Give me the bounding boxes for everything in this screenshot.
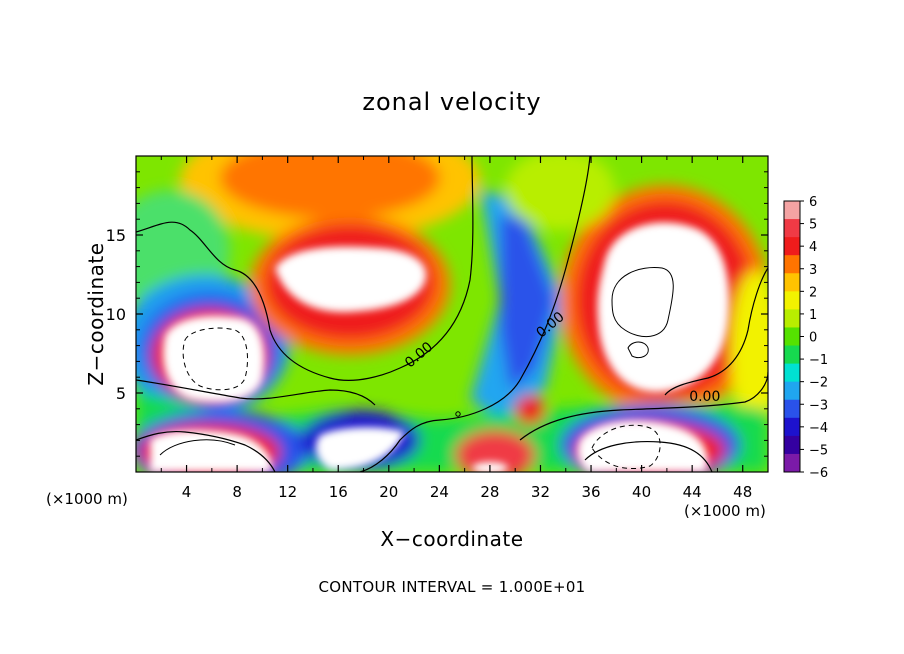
colorbar-swatch (784, 273, 800, 292)
colorbar-label: −3 (809, 398, 828, 413)
x-tick-label: 44 (683, 483, 702, 501)
x-tick-label: 12 (278, 483, 297, 501)
colorbar-swatch (784, 453, 800, 473)
x-unit-label-left: (×1000 m) (46, 490, 128, 508)
x-tick-label: 40 (632, 483, 651, 501)
colorbar-swatch (784, 237, 800, 256)
x-tick-label: 16 (329, 483, 348, 501)
y-axis-ticks: 5 10 15 (106, 171, 768, 457)
y-tick-label: 10 (106, 305, 126, 324)
y-axis-label: Z−coordinate (84, 242, 108, 386)
colorbar-swatch (784, 381, 800, 401)
colorbar-swatch (784, 345, 800, 365)
colorbar-swatch (784, 435, 800, 455)
x-tick-label: 8 (232, 483, 242, 501)
colorbar-label: 1 (809, 308, 817, 323)
colorbar-label: −4 (809, 421, 828, 436)
colorbar-swatch (784, 417, 800, 437)
colorbar-swatch (784, 219, 800, 238)
x-unit-label-right: (×1000 m) (684, 502, 766, 520)
x-tick-label: 28 (480, 483, 499, 501)
colorbar-label: 6 (809, 195, 817, 210)
colorbar: 6 5 4 3 2 1 0 −1 −2 −3 −4 −5 −6 (783, 195, 828, 481)
colorbar-label: 4 (809, 240, 817, 255)
colorbar-label: −5 (809, 443, 828, 458)
chart-title: zonal velocity (362, 88, 542, 116)
y-tick-label: 5 (116, 384, 126, 403)
velocity-field (136, 156, 768, 472)
contour-label: 0.00 (689, 389, 720, 405)
x-tick-label: 20 (379, 483, 398, 501)
x-tick-label: 36 (581, 483, 600, 501)
colorbar-label: 3 (809, 263, 817, 278)
colorbar-swatch (784, 399, 800, 419)
colorbar-label: −6 (809, 466, 828, 481)
y-tick-label: 15 (106, 226, 126, 245)
x-tick-label: 24 (430, 483, 449, 501)
x-axis-ticks: 4 8 12 16 20 24 28 32 36 40 44 48 (160, 156, 752, 501)
contour-lines (136, 156, 768, 472)
colorbar-swatch (784, 201, 800, 220)
colorbar-label: 5 (809, 218, 817, 233)
colorbar-label: −2 (809, 376, 828, 391)
colorbar-label: 2 (809, 285, 817, 300)
x-tick-label: 4 (182, 483, 192, 501)
colorbar-swatch (784, 363, 800, 383)
x-tick-label: 48 (733, 483, 752, 501)
colorbar-label: 0 (809, 331, 817, 346)
colorbar-swatch (784, 291, 800, 310)
colorbar-label: −1 (809, 353, 828, 368)
x-tick-label: 32 (531, 483, 550, 501)
colorbar-swatch (784, 309, 800, 328)
contour-interval-note: CONTOUR INTERVAL = 1.000E+01 (318, 578, 586, 596)
colorbar-swatch (784, 255, 800, 274)
x-axis-label: X−coordinate (380, 527, 524, 551)
colorbar-swatch (784, 327, 800, 347)
